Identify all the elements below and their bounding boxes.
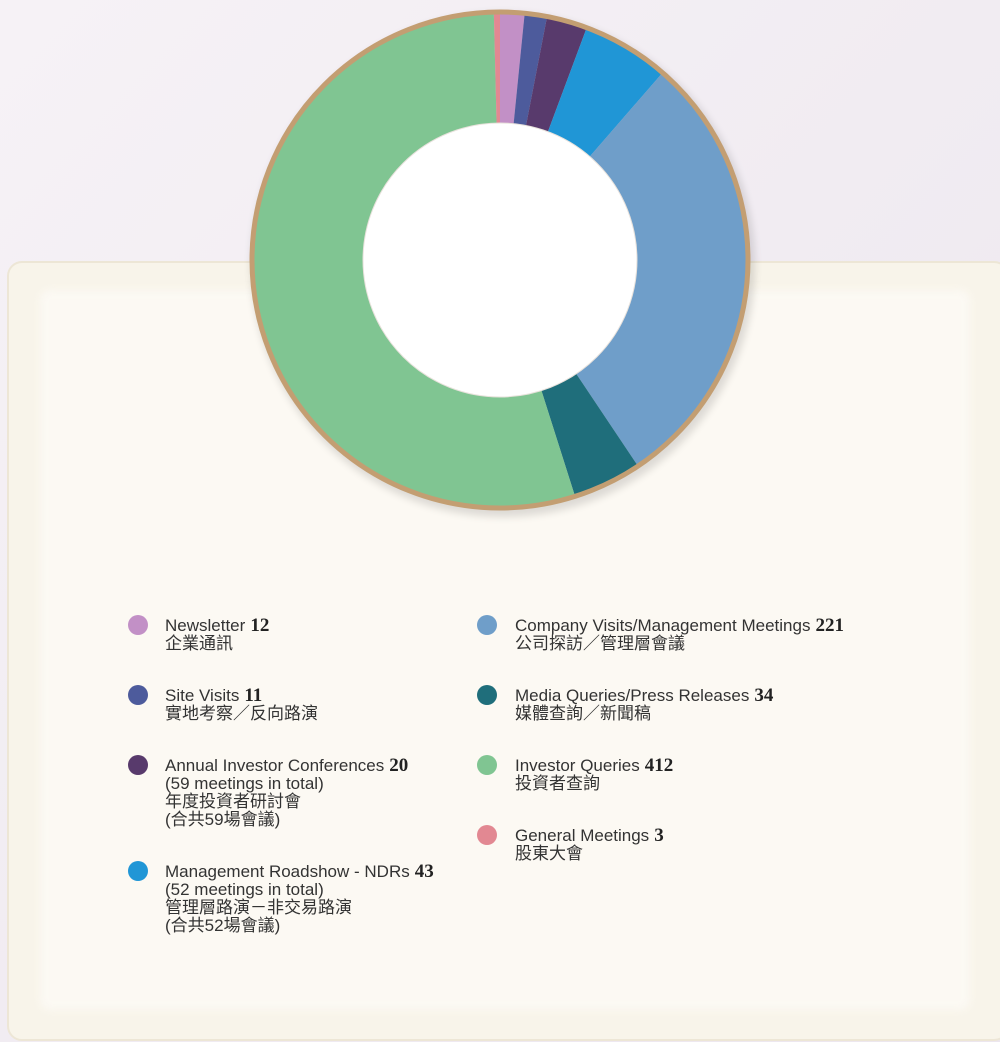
legend-name: Site Visits <box>165 686 239 705</box>
legend-item: General Meetings 3 股東大會 <box>477 825 664 863</box>
legend-name: Media Queries/Press Releases <box>515 686 749 705</box>
legend-value: 34 <box>754 685 774 706</box>
legend-swatch <box>477 825 497 845</box>
legend-note: 公司探訪／管理層會議 <box>515 634 685 653</box>
legend-swatch <box>128 685 148 705</box>
donut-slice <box>493 12 500 124</box>
legend-note: 年度投資者研討會 <box>165 792 301 811</box>
donut-rim <box>249 9 751 511</box>
donut-slice <box>251 12 576 508</box>
legend-item: Annual Investor Conferences 20 (59 meeting… <box>128 755 408 829</box>
legend-note: 企業通訊 <box>165 634 233 653</box>
legend-note: 管理層路演－非交易路演 <box>165 898 352 917</box>
legend-label: Annual Investor Conferences 20 <box>165 755 408 776</box>
donut-slice <box>541 373 638 497</box>
legend-note: (52 meetings in total) <box>165 880 324 899</box>
panel-inner <box>40 290 970 1010</box>
legend-item: Company Visits/Management Meetings 221 公司探… <box>477 615 844 653</box>
legend-name: General Meetings <box>515 826 649 845</box>
legend-note: 實地考察／反向路演 <box>165 704 318 723</box>
legend-note: 媒體查詢／新聞稿 <box>515 704 651 723</box>
legend-item: Investor Queries 412 投資者查詢 <box>477 755 673 793</box>
legend-note: (合共52場會議) <box>165 916 280 935</box>
legend-value: 12 <box>250 615 269 636</box>
legend-value: 3 <box>654 825 664 846</box>
donut-slice <box>513 13 548 126</box>
legend-item: Management Roadshow - NDRs 43 (52 meetings… <box>128 861 434 935</box>
legend-label: Site Visits 11 <box>165 685 262 706</box>
legend-swatch <box>477 755 497 775</box>
donut-hole <box>362 122 638 398</box>
legend-value: 11 <box>244 685 262 706</box>
legend-name: Company Visits/Management Meetings <box>515 616 810 635</box>
legend-label: Investor Queries 412 <box>515 755 673 776</box>
legend-value: 221 <box>815 615 844 636</box>
legend-note: (合共59場會議) <box>165 810 280 829</box>
legend-value: 43 <box>415 861 434 882</box>
legend-swatch <box>128 615 148 635</box>
legend-label: Management Roadshow - NDRs 43 <box>165 861 434 882</box>
legend-label: Company Visits/Management Meetings 221 <box>515 615 844 636</box>
legend-swatch <box>128 755 148 775</box>
legend-value: 412 <box>645 755 674 776</box>
legend-swatch <box>477 615 497 635</box>
legend-value: 20 <box>389 755 408 776</box>
legend-item: Media Queries/Press Releases 34 媒體查詢／新聞稿 <box>477 685 774 723</box>
donut-slice <box>526 16 587 132</box>
legend-name: Management Roadshow - NDRs <box>165 862 410 881</box>
legend-name: Annual Investor Conferences <box>165 756 384 775</box>
legend-note: 股東大會 <box>515 844 583 863</box>
donut-slice <box>547 27 663 157</box>
legend-swatch <box>477 685 497 705</box>
legend-name: Newsletter <box>165 616 246 635</box>
legend-note: 投資者查詢 <box>515 774 600 793</box>
legend-label: Newsletter 12 <box>165 615 269 636</box>
legend-note: (59 meetings in total) <box>165 774 324 793</box>
legend-name: Investor Queries <box>515 756 640 775</box>
legend-label: Media Queries/Press Releases 34 <box>515 685 774 706</box>
legend-label: General Meetings 3 <box>515 825 664 846</box>
donut-slice <box>500 12 525 124</box>
legend-swatch <box>128 861 148 881</box>
donut-slice <box>576 72 748 467</box>
